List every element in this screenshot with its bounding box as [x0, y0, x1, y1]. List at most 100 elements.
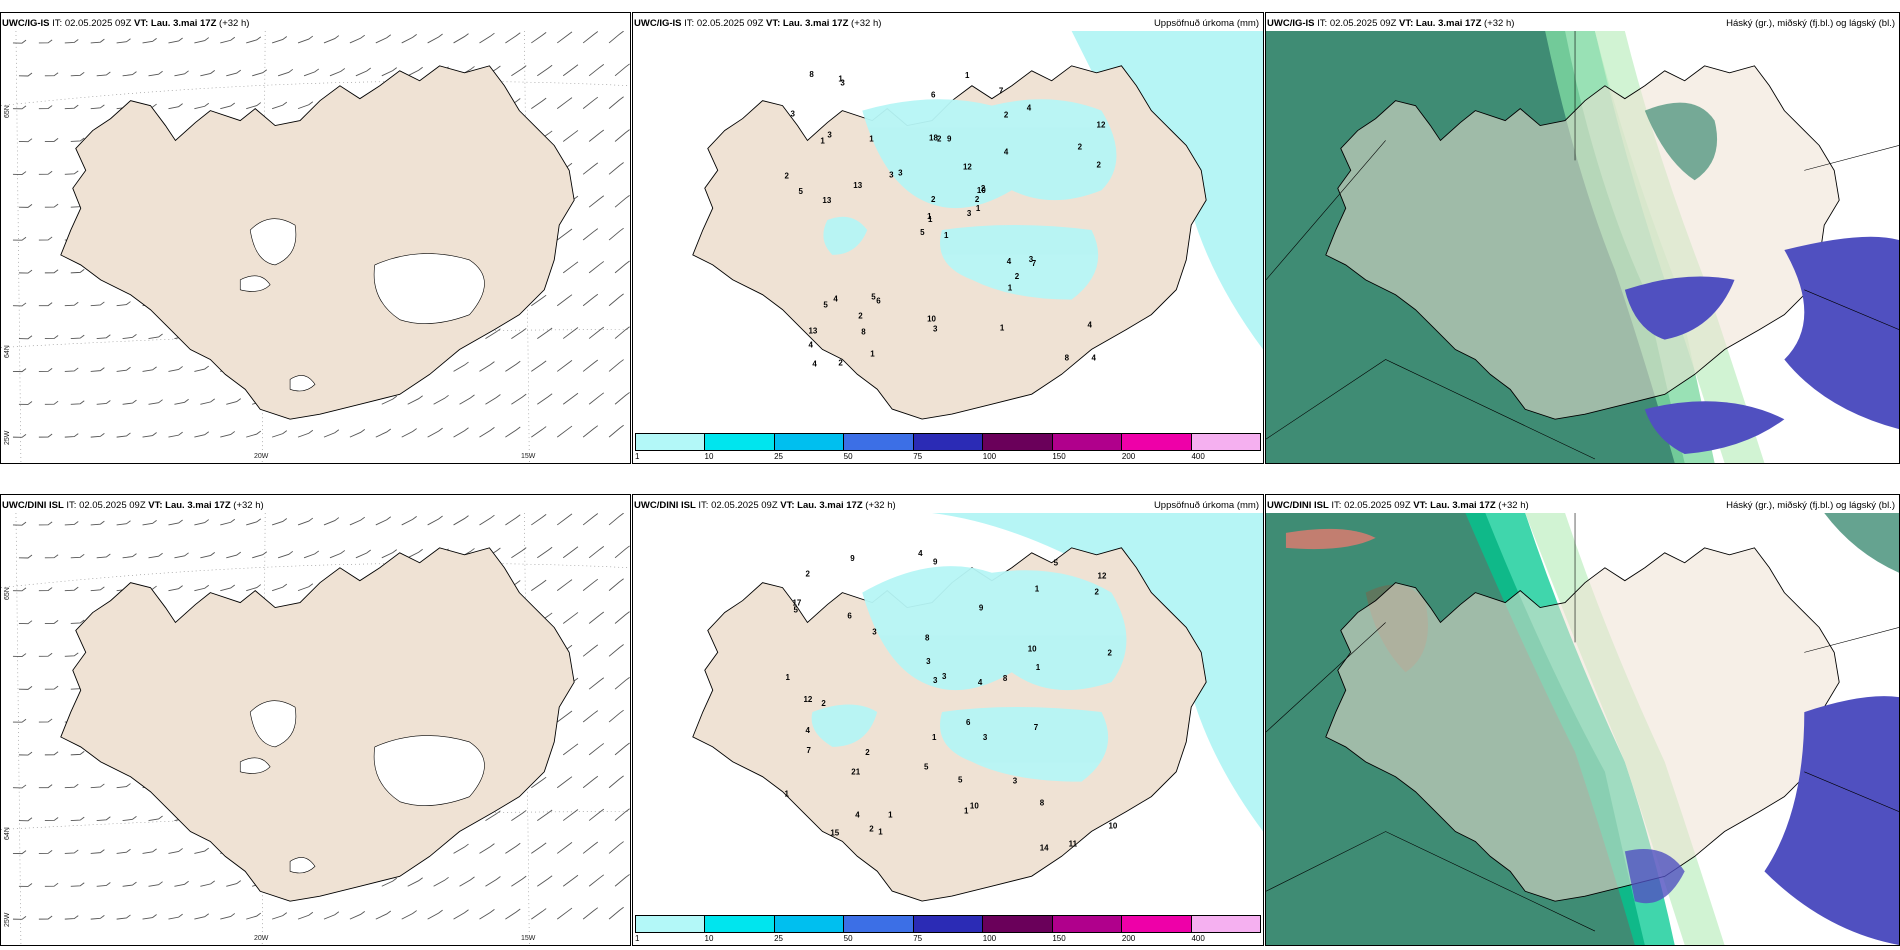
wind-barb: [194, 584, 210, 592]
wind-barb: [96, 334, 111, 340]
wind-barb: [38, 718, 53, 723]
precip-value-label: 12: [803, 695, 812, 704]
wind-barb: [90, 586, 105, 592]
precip-value-label: 4: [1092, 353, 1097, 362]
wind-barb: [12, 521, 27, 526]
colorbar-cell: [844, 916, 914, 932]
wind-barb: [588, 326, 605, 339]
wind-barb: [70, 71, 85, 77]
precip-value-label: 3: [889, 170, 894, 179]
colorbar-tick-label: 400: [1191, 452, 1205, 461]
wind-barb: [349, 34, 366, 44]
wind-barb: [608, 775, 624, 789]
wind-barb: [556, 842, 573, 854]
wind-map: [1, 31, 630, 463]
wind-barb: [479, 427, 495, 438]
wind-barb: [562, 130, 579, 142]
precip-value-label: 5: [871, 293, 876, 302]
wind-barb: [427, 427, 443, 438]
wind-barb: [38, 236, 53, 241]
wind-barb: [64, 521, 79, 526]
precip-value-label: 2: [1097, 160, 1102, 169]
wind-barb: [582, 710, 599, 723]
wind-barb: [427, 515, 443, 526]
wind-barb: [168, 585, 183, 592]
precip-value-label: 5: [798, 187, 803, 196]
wind-barb: [148, 333, 163, 340]
colorbar-tick-label: 50: [843, 452, 853, 461]
wind-barb: [375, 34, 392, 44]
wind-barb: [70, 553, 85, 559]
wind-barb: [453, 361, 469, 372]
wind-barb: [18, 72, 33, 77]
precip-title: Uppsöfnuð úrkoma (mm): [1153, 18, 1259, 29]
wind-barb: [12, 587, 27, 592]
wind-barb: [142, 432, 157, 438]
wind-barb: [608, 359, 624, 372]
wind-barb: [96, 400, 111, 405]
precip-value-label: 2: [981, 184, 986, 193]
wind-barb: [90, 783, 105, 789]
wind-barb: [18, 883, 33, 887]
wind-barb: [122, 334, 137, 340]
precip-value-label: 9: [979, 604, 984, 613]
wind-barb: [588, 611, 605, 624]
wind-barb: [511, 875, 527, 887]
wind-barb: [142, 848, 157, 854]
wind-barb: [64, 652, 79, 657]
wind-barb: [18, 204, 33, 208]
panel-header: UWC/DINI ISL IT: 02.05.2025 09Z VT: Lau.…: [1267, 500, 1529, 511]
wind-barb: [614, 808, 630, 821]
wind-barb: [537, 546, 553, 559]
wind-barb: [427, 909, 443, 920]
precip-panel-dini: UWC/DINI ISL IT: 02.05.2025 09Z VT: Lau.…: [632, 494, 1264, 946]
lon-label-20w: 20W: [254, 453, 269, 460]
precip-value-label: 1: [965, 71, 970, 80]
precip-values: 1111310679233413125421812434822736542110…: [785, 70, 1106, 369]
wind-barb: [70, 269, 85, 274]
wind-barb: [44, 751, 59, 756]
wind-barb: [64, 915, 79, 920]
precip-value-label: 14: [1040, 843, 1049, 852]
wind-barb: [531, 908, 547, 920]
wind-barb: [323, 35, 340, 44]
wind-barb: [90, 914, 105, 920]
wind-barb: [531, 97, 547, 110]
precip-value-label: 2: [1095, 588, 1100, 597]
wind-barb: [116, 914, 131, 920]
wind-barb: [96, 71, 111, 77]
wind-barb: [531, 776, 547, 789]
wind-barb: [588, 677, 605, 690]
wind-barb: [562, 809, 579, 821]
wind-barb: [116, 848, 131, 854]
precip-value-label: 11: [1069, 839, 1078, 848]
colorbar-tick-label: 1: [635, 452, 640, 461]
wind-barb: [168, 37, 183, 44]
precip-value-label: 2: [858, 312, 863, 321]
wind-barb: [148, 399, 163, 405]
wind-barb: [401, 34, 417, 44]
wind-barb: [588, 129, 605, 142]
precip-value-label: 2: [865, 748, 870, 757]
precip-value-label: 7: [1032, 259, 1037, 268]
lon-label-20w: 20W: [254, 935, 269, 942]
wind-barb: [614, 129, 630, 142]
wind-barb: [226, 69, 242, 77]
precip-value-label: 1: [1008, 284, 1013, 293]
wind-barb: [562, 612, 579, 624]
wind-barb: [588, 743, 605, 756]
panel-header: UWC/IG-IS IT: 02.05.2025 09Z VT: Lau. 3.…: [634, 18, 882, 29]
wind-barb: [588, 874, 605, 887]
precip-value-label: 1: [785, 790, 790, 799]
wind-barb: [18, 138, 33, 143]
precip-value-label: 2: [785, 171, 790, 180]
wind-barb: [168, 431, 183, 438]
wind-barb: [401, 910, 417, 920]
precip-value-label: 3: [1013, 777, 1018, 786]
wind-barb: [38, 433, 53, 438]
wind-barb: [271, 430, 288, 438]
precip-value-label: 1: [1035, 585, 1040, 594]
precip-value-label: 3: [983, 733, 988, 742]
precip-value-label: 3: [898, 168, 903, 177]
wind-barb: [556, 907, 573, 920]
